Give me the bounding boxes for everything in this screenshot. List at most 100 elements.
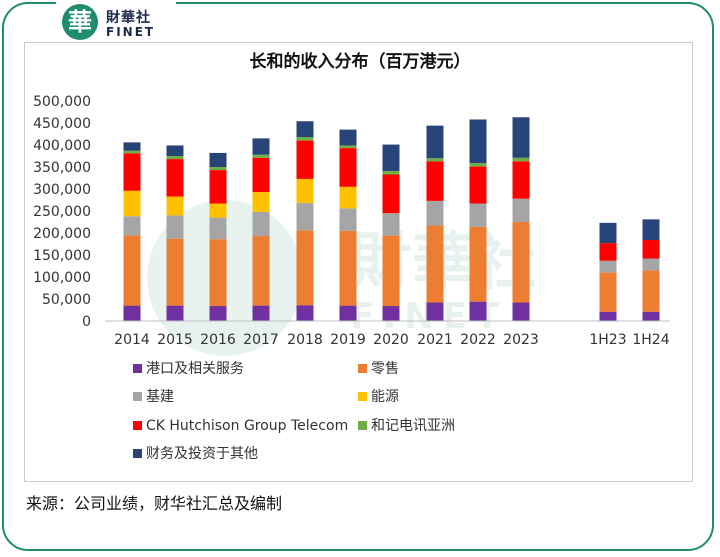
logo-name-cn: 財華社: [106, 10, 151, 26]
bar-segment: [599, 311, 617, 321]
bar-segment: [296, 203, 314, 231]
card-frame: [2, 2, 714, 551]
bar-segment: [166, 238, 184, 306]
bar-segment: [599, 272, 617, 312]
x-tick-label: 2021: [417, 332, 453, 348]
y-tick-label: 400,000: [33, 138, 91, 154]
bar-segment: [209, 167, 227, 171]
bar-segment: [166, 196, 184, 216]
bar-segment: [512, 198, 530, 222]
x-tick-label: 2014: [114, 332, 150, 348]
legend-label: 财务及投资于其他: [146, 446, 258, 462]
bar-segment: [166, 305, 184, 321]
x-tick-label: 1H23: [589, 332, 626, 348]
bar-segment: [599, 222, 617, 244]
bar-segment: [123, 153, 141, 191]
bar-segment: [382, 235, 400, 307]
bar-segment: [123, 142, 141, 151]
bar-segment: [469, 301, 487, 321]
bar-segment: [469, 163, 487, 167]
legend-label: 和记电讯亚洲: [371, 418, 455, 434]
bar-segment: [209, 239, 227, 307]
bar-segment: [339, 208, 357, 231]
bar-segment: [512, 161, 530, 199]
bar-segment: [123, 235, 141, 306]
bar-segment: [599, 260, 617, 273]
source-note: 来源：公司业绩，财华社汇总及编制: [26, 494, 283, 513]
y-tick-label: 50,000: [42, 292, 91, 308]
bar-segment: [382, 306, 400, 321]
bar-segment: [252, 211, 270, 237]
chart-area: 財華社 FINET 长和的收入分布（百万港元） 050,000100,00015…: [24, 42, 693, 482]
bar-segment: [469, 166, 487, 204]
bar-segment: [469, 119, 487, 164]
bar-segment: [123, 305, 141, 321]
legend-label: 零售: [371, 361, 399, 377]
bar-segment: [512, 302, 530, 321]
bar-segment: [339, 145, 357, 149]
bar-segment: [642, 219, 660, 241]
bar-segment: [166, 215, 184, 239]
bar-segment: [209, 152, 227, 167]
bar-segment: [123, 150, 141, 154]
y-axis: 0 50,000 100,000 150,000 200,000 250,000 300,0…: [33, 94, 91, 330]
bar-segment: [252, 236, 270, 306]
logo-name-en: FINET: [106, 25, 156, 39]
bar-segment: [252, 192, 270, 212]
bar-segment: [512, 222, 530, 303]
bar-segment: [166, 159, 184, 197]
bar-segment: [209, 203, 227, 218]
bar-segment: [296, 230, 314, 306]
x-tick-label: 2016: [200, 332, 236, 348]
y-tick-label: 100,000: [33, 270, 91, 286]
x-axis: 2014 2015 2016 2017 2018 2019 2020 2021 2022 2023…: [105, 320, 670, 348]
bar-segment: [642, 258, 660, 271]
bar-segment: [512, 117, 530, 158]
legend-swatch: [133, 421, 142, 430]
legend-label: 港口及相关服务: [146, 361, 244, 377]
chart-title: 长和的收入分布（百万港元）: [250, 51, 471, 72]
bar-segment: [252, 138, 270, 155]
x-tick-label: 1H24: [632, 332, 669, 348]
legend-swatch: [133, 449, 142, 458]
bar-segment: [426, 161, 444, 201]
bar-segment: [296, 305, 314, 321]
x-tick-label: 2018: [287, 332, 323, 348]
bar-segment: [469, 226, 487, 302]
bar-segment: [296, 121, 314, 138]
y-tick-label: 350,000: [33, 160, 91, 176]
bars: [123, 117, 660, 321]
legend-swatch: [358, 364, 367, 373]
bar-segment: [296, 140, 314, 179]
bar-segment: [642, 311, 660, 321]
y-tick-label: 0: [82, 314, 91, 330]
bar-segment: [339, 305, 357, 321]
x-tick-label: 2019: [330, 332, 366, 348]
legend-swatch: [358, 392, 367, 401]
stacked-bar-chart: 財華社 FINET 长和的收入分布（百万港元） 050,000100,00015…: [33, 51, 670, 462]
y-tick-label: 250,000: [33, 204, 91, 220]
bar-segment: [642, 270, 660, 312]
bar-segment: [166, 156, 184, 160]
bar-segment: [209, 170, 227, 204]
x-tick-label: 2015: [157, 332, 193, 348]
bar-segment: [123, 190, 141, 217]
legend-label: 基建: [146, 388, 174, 405]
legend-label: 能源: [371, 389, 399, 405]
y-tick-label: 450,000: [33, 116, 91, 132]
bar-segment: [426, 225, 444, 303]
x-tick-label: 2023: [503, 332, 539, 348]
y-tick-label: 300,000: [33, 182, 91, 198]
y-tick-label: 500,000: [33, 94, 91, 110]
legend-swatch: [358, 421, 367, 430]
bar-segment: [296, 137, 314, 141]
bar-segment: [339, 129, 357, 146]
bar-segment: [426, 125, 444, 159]
bar-segment: [252, 305, 270, 321]
bar-segment: [339, 186, 357, 209]
bar-segment: [469, 203, 487, 227]
bar-segment: [252, 154, 270, 158]
bar-segment: [382, 174, 400, 214]
logo-mark: 華: [62, 4, 98, 40]
